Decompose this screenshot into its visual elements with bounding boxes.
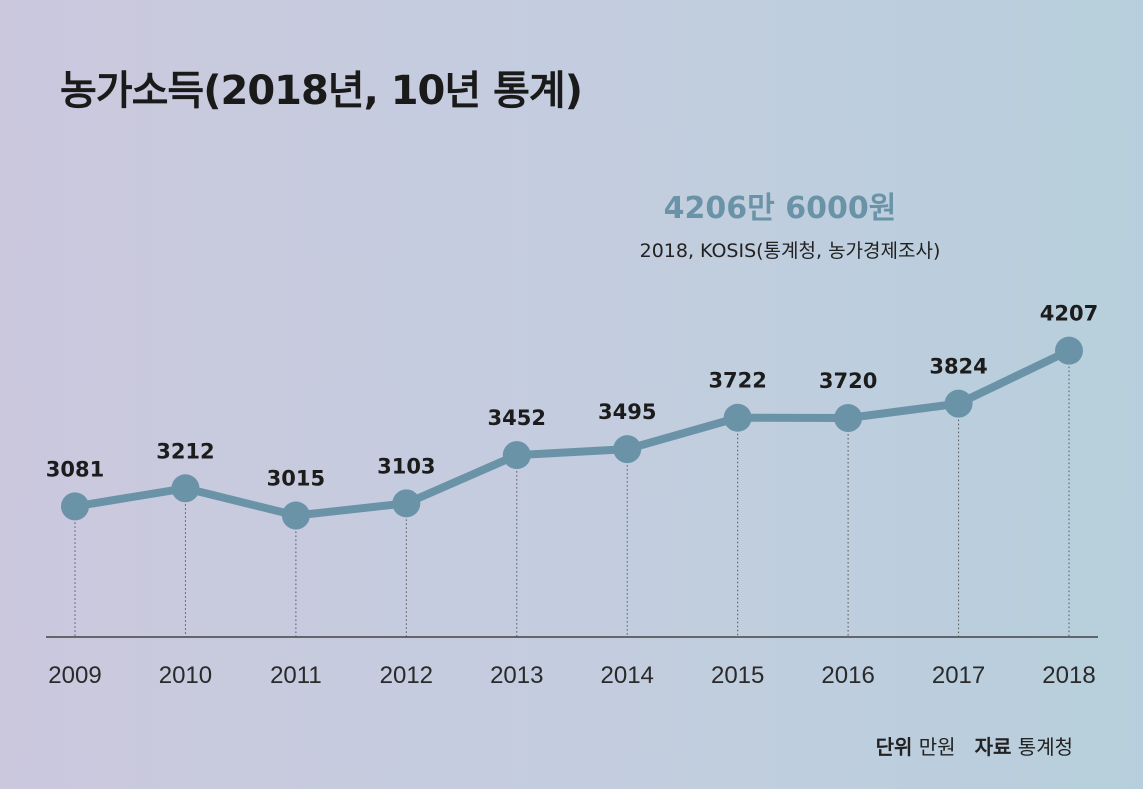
unit-label: 단위 (875, 735, 913, 759)
data-point-2018 (1055, 336, 1083, 365)
data-point-2015 (723, 403, 752, 432)
x-tick-2018: 2018 (1042, 662, 1095, 689)
value-label-2012: 3103 (377, 454, 435, 478)
x-tick-2012: 2012 (380, 662, 433, 689)
value-label-2014: 3495 (598, 400, 656, 424)
data-point-2014 (613, 435, 642, 464)
unit-value: 만원 (918, 735, 956, 759)
x-tick-2009: 2009 (48, 662, 101, 689)
value-label-2009: 3081 (46, 457, 104, 481)
value-label-2018: 4207 (1040, 302, 1098, 326)
x-tick-2013: 2013 (490, 662, 543, 689)
value-label-2015: 3722 (708, 369, 766, 393)
highlight-amount: 4206만 6000원 (663, 191, 897, 226)
data-point-2012 (392, 489, 421, 518)
x-tick-2011: 2011 (270, 662, 322, 689)
source-label: 자료 (974, 735, 1012, 759)
footer-note: 단위 만원 자료 통계청 (876, 731, 1073, 760)
series-line (71, 346, 1073, 520)
value-label-2013: 3452 (488, 406, 546, 430)
chart-title: 농가소득(2018년, 10년 통계) (60, 68, 583, 114)
highlight-source: 2018, KOSIS(통계청, 농가경제조사) (639, 240, 941, 262)
value-label-2017: 3824 (929, 355, 987, 379)
data-point-2009 (61, 492, 89, 521)
value-label-2010: 3212 (156, 439, 214, 463)
x-tick-2015: 2015 (711, 662, 764, 689)
data-point-2010 (171, 474, 200, 503)
value-label-2011: 3015 (267, 467, 325, 491)
data-point-2013 (502, 441, 531, 470)
x-tick-2010: 2010 (159, 662, 212, 689)
data-point-2011 (281, 501, 310, 530)
x-tick-2016: 2016 (821, 662, 874, 689)
source-value: 통계청 (1017, 735, 1073, 759)
x-tick-2017: 2017 (932, 662, 985, 689)
data-point-2016 (834, 404, 863, 433)
x-tick-2014: 2014 (601, 662, 654, 689)
value-label-2016: 3720 (819, 369, 877, 393)
data-point-2017 (944, 389, 973, 418)
